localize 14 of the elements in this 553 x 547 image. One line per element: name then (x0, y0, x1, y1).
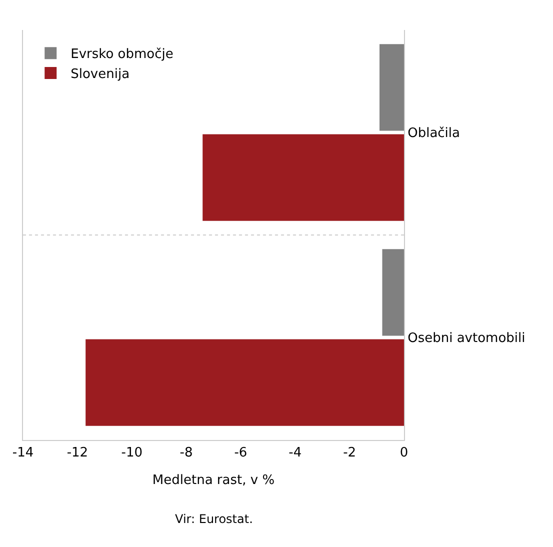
x-axis-title: Medletna rast, v % (152, 473, 275, 488)
y-tick-label: Oblačila (408, 126, 460, 142)
x-tick-label: 0 (400, 446, 408, 461)
x-tick-label: -12 (66, 446, 88, 461)
y-tick-label: Osebni avtomobili (408, 331, 526, 346)
x-tick-label: -6 (234, 446, 248, 461)
x-tick-label: -10 (121, 446, 142, 461)
legend-label: Slovenija (70, 67, 130, 82)
x-tick-label: -2 (343, 446, 356, 461)
x-tick-label: -14 (12, 446, 34, 461)
text: Vir: Eurostat. (175, 512, 253, 526)
legend-label: Evrsko območje (70, 47, 174, 62)
x-tick-label: -8 (180, 446, 193, 461)
x-tick-label: -4 (288, 446, 302, 461)
